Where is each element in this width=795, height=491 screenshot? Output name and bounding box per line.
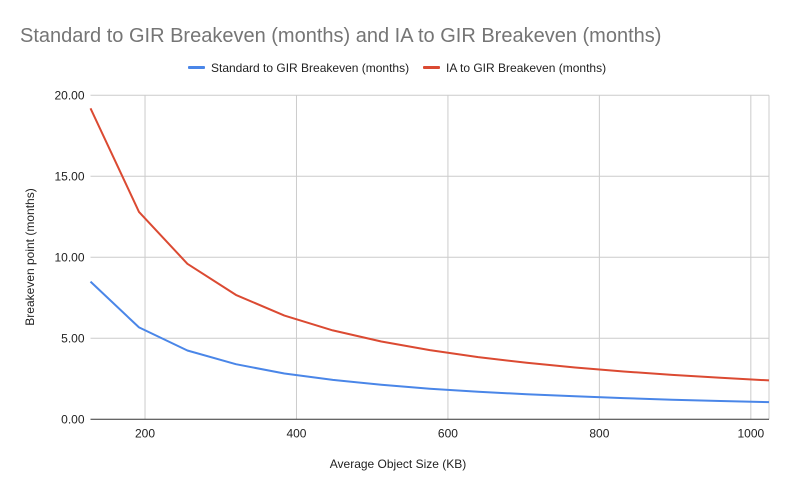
- y-tick-label: 15.00: [54, 169, 84, 183]
- y-axis-label: Breakeven point (months): [23, 188, 37, 325]
- legend: Standard to GIR Breakeven (months) IA to…: [188, 61, 606, 75]
- legend-label-standard: Standard to GIR Breakeven (months): [211, 61, 409, 75]
- x-tick-label: 400: [286, 426, 306, 440]
- gridlines: [90, 94, 770, 420]
- x-tick-label: 800: [589, 426, 609, 440]
- series-line-ia: [89, 107, 770, 382]
- y-axis-ticks: 0.00 5.00 10.00 15.00 20.00: [54, 88, 84, 426]
- x-tick-label: 600: [438, 426, 458, 440]
- series-lines: [89, 107, 770, 404]
- y-tick-label: 5.00: [61, 331, 85, 345]
- y-tick-label: 10.00: [54, 250, 84, 264]
- series-line-standard: [89, 280, 770, 404]
- legend-swatch-ia: [423, 66, 440, 69]
- y-tick-label: 0.00: [61, 412, 85, 426]
- x-axis-label: Average Object Size (KB): [330, 457, 467, 471]
- y-tick-label: 20.00: [54, 88, 84, 102]
- x-tick-label: 200: [135, 426, 155, 440]
- legend-item-standard[interactable]: Standard to GIR Breakeven (months): [188, 61, 409, 75]
- legend-label-ia: IA to GIR Breakeven (months): [446, 61, 606, 75]
- x-axis-ticks: 200 400 600 800 1000: [135, 426, 764, 440]
- chart-title: Standard to GIR Breakeven (months) and I…: [20, 25, 661, 47]
- x-tick-label: 1000: [737, 426, 764, 440]
- legend-item-ia[interactable]: IA to GIR Breakeven (months): [423, 61, 606, 75]
- legend-swatch-standard: [188, 66, 205, 69]
